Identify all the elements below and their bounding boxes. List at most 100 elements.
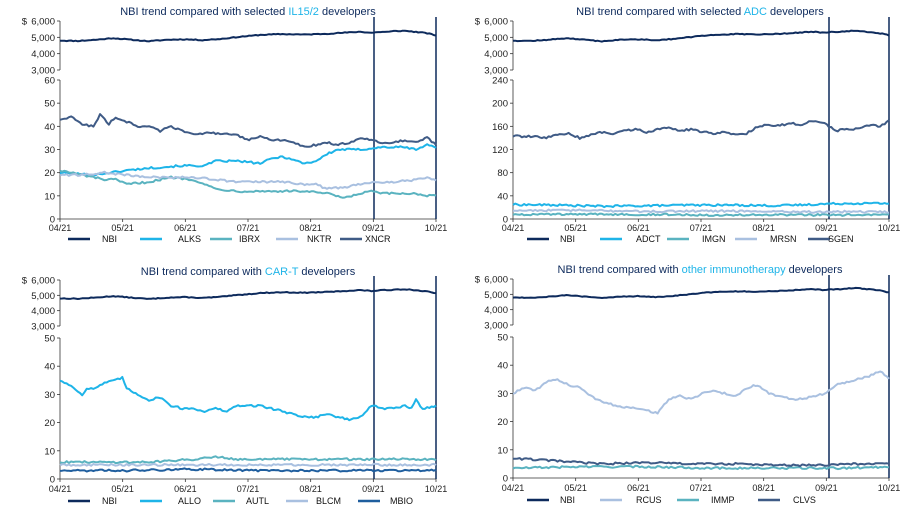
series-line-autl bbox=[59, 455, 437, 465]
bottom-y-tick-label: 40 bbox=[497, 361, 508, 372]
top-y-tick-label: 6,000 bbox=[484, 275, 508, 286]
x-tick-label: 06/21 bbox=[174, 484, 197, 494]
bottom-y-tick-label: 120 bbox=[492, 145, 508, 156]
bottom-y-tick-label: 200 bbox=[492, 99, 508, 110]
top-y-tick-label: 3,000 bbox=[484, 321, 508, 332]
top-y-tick-label: 5,000 bbox=[31, 33, 55, 44]
chart-title-suffix: developers bbox=[319, 6, 376, 18]
series-line-nktr bbox=[59, 170, 437, 190]
x-tick-label: 05/21 bbox=[564, 223, 587, 233]
chart-title-prefix: NBI trend compared with selected bbox=[120, 6, 288, 18]
x-tick-label: 07/21 bbox=[237, 223, 260, 233]
x-tick-label: 10/21 bbox=[878, 483, 901, 493]
currency-symbol: $ bbox=[22, 276, 28, 287]
top-y-tick-label: 3,000 bbox=[484, 66, 508, 77]
x-tick-label: 05/21 bbox=[564, 483, 587, 493]
currency-symbol: $ bbox=[475, 275, 481, 286]
legend-label-immp: IMMP bbox=[711, 495, 735, 505]
bottom-y-tick-label: 30 bbox=[44, 145, 55, 156]
top-y-tick-label: 6,000 bbox=[31, 17, 55, 28]
x-tick-label: 07/21 bbox=[690, 223, 713, 233]
x-tick-label: 04/21 bbox=[502, 223, 525, 233]
top-y-tick-label: 5,000 bbox=[484, 33, 508, 44]
chart-title: NBI trend compared with selected ADC dev… bbox=[576, 6, 824, 18]
chart-title-suffix: developers bbox=[298, 266, 355, 278]
legend-label-allo: ALLO bbox=[178, 496, 201, 506]
bottom-y-tick-label: 50 bbox=[44, 334, 55, 345]
bottom-y-tick-label: 20 bbox=[44, 418, 55, 429]
currency-symbol: $ bbox=[22, 17, 28, 28]
bottom-y-tick-label: 0 bbox=[503, 474, 508, 485]
x-tick-label: 05/21 bbox=[111, 484, 134, 494]
x-tick-label: 10/21 bbox=[425, 484, 448, 494]
x-tick-label: 04/21 bbox=[49, 223, 72, 233]
x-tick-label: 06/21 bbox=[627, 483, 650, 493]
chart-title: NBI trend compared with selected IL15/2 … bbox=[120, 6, 376, 18]
chart-title: NBI trend compared with CAR-T developers bbox=[141, 266, 356, 278]
x-tick-label: 04/21 bbox=[502, 483, 525, 493]
series-line-immp bbox=[512, 464, 890, 471]
series-line-mrsn bbox=[512, 208, 890, 214]
chart-title: NBI trend compared with other immunother… bbox=[558, 264, 843, 276]
bottom-y-tick-label: 20 bbox=[497, 417, 508, 428]
bottom-y-tick-label: 10 bbox=[497, 445, 508, 456]
bottom-y-tick-label: 0 bbox=[503, 215, 508, 226]
x-tick-label: 09/21 bbox=[815, 483, 838, 493]
legend-label-autl: AUTL bbox=[246, 496, 269, 506]
top-y-tick-label: 4,000 bbox=[31, 306, 55, 317]
chart-title-prefix: NBI trend compared with selected bbox=[576, 6, 744, 18]
legend-label-nbi: NBI bbox=[560, 234, 575, 244]
bottom-y-tick-label: 10 bbox=[44, 191, 55, 202]
series-line-alks bbox=[59, 143, 437, 177]
chart-title-highlight: IL15/2 bbox=[288, 6, 319, 18]
legend-label-rcus: RCUS bbox=[636, 495, 662, 505]
top-y-tick-label: 4,000 bbox=[484, 49, 508, 60]
series-line-blcm bbox=[59, 462, 437, 467]
legend-label-ibrx: IBRX bbox=[239, 234, 260, 244]
series-line-clvs bbox=[513, 457, 890, 468]
chart-title-prefix: NBI trend compared with bbox=[558, 264, 682, 276]
series-line-nbi bbox=[512, 29, 890, 43]
x-tick-label: 08/21 bbox=[299, 484, 322, 494]
legend-label-nbi: NBI bbox=[102, 496, 117, 506]
currency-symbol: $ bbox=[475, 17, 481, 28]
top-y-tick-label: 3,000 bbox=[31, 322, 55, 333]
x-tick-label: 06/21 bbox=[174, 223, 197, 233]
series-line-rcus bbox=[512, 370, 890, 415]
bottom-y-tick-label: 40 bbox=[44, 122, 55, 133]
legend-label-nktr: NKTR bbox=[307, 234, 332, 244]
x-tick-label: 08/21 bbox=[752, 223, 775, 233]
top-y-tick-label: 6,000 bbox=[31, 276, 55, 287]
legend-label-adct: ADCT bbox=[636, 234, 661, 244]
series-line-imgn bbox=[512, 212, 890, 217]
top-y-tick-label: 6,000 bbox=[484, 17, 508, 28]
legend-label-sgen: SGEN bbox=[828, 234, 854, 244]
chart-title-highlight: CAR-T bbox=[265, 266, 299, 278]
legend-label-xncr: XNCR bbox=[365, 234, 391, 244]
x-tick-label: 06/21 bbox=[627, 223, 650, 233]
legend-label-clvs: CLVS bbox=[793, 495, 816, 505]
chart-title-suffix: developers bbox=[767, 6, 824, 18]
bottom-y-tick-label: 40 bbox=[44, 362, 55, 373]
x-tick-label: 05/21 bbox=[111, 223, 134, 233]
top-y-tick-label: 5,000 bbox=[484, 290, 508, 301]
x-tick-label: 07/21 bbox=[690, 483, 713, 493]
bottom-y-tick-label: 30 bbox=[497, 389, 508, 400]
top-y-tick-label: 4,000 bbox=[31, 49, 55, 60]
bottom-y-tick-label: 160 bbox=[492, 122, 508, 133]
bottom-y-tick-label: 50 bbox=[44, 99, 55, 110]
legend-label-nbi: NBI bbox=[102, 234, 117, 244]
series-line-sgen bbox=[512, 119, 890, 140]
x-tick-label: 04/21 bbox=[49, 484, 72, 494]
series-line-nbi bbox=[59, 288, 437, 300]
series-line-ibrx bbox=[59, 169, 437, 199]
x-tick-label: 09/21 bbox=[362, 484, 385, 494]
chart-title-highlight: other immunotherapy bbox=[682, 264, 786, 276]
x-tick-label: 10/21 bbox=[878, 223, 901, 233]
legend-label-mbio: MBIO bbox=[390, 496, 413, 506]
top-y-tick-label: 5,000 bbox=[31, 291, 55, 302]
series-line-xncr bbox=[59, 113, 437, 148]
bottom-y-tick-label: 40 bbox=[497, 191, 508, 202]
bottom-y-tick-label: 240 bbox=[492, 76, 508, 87]
